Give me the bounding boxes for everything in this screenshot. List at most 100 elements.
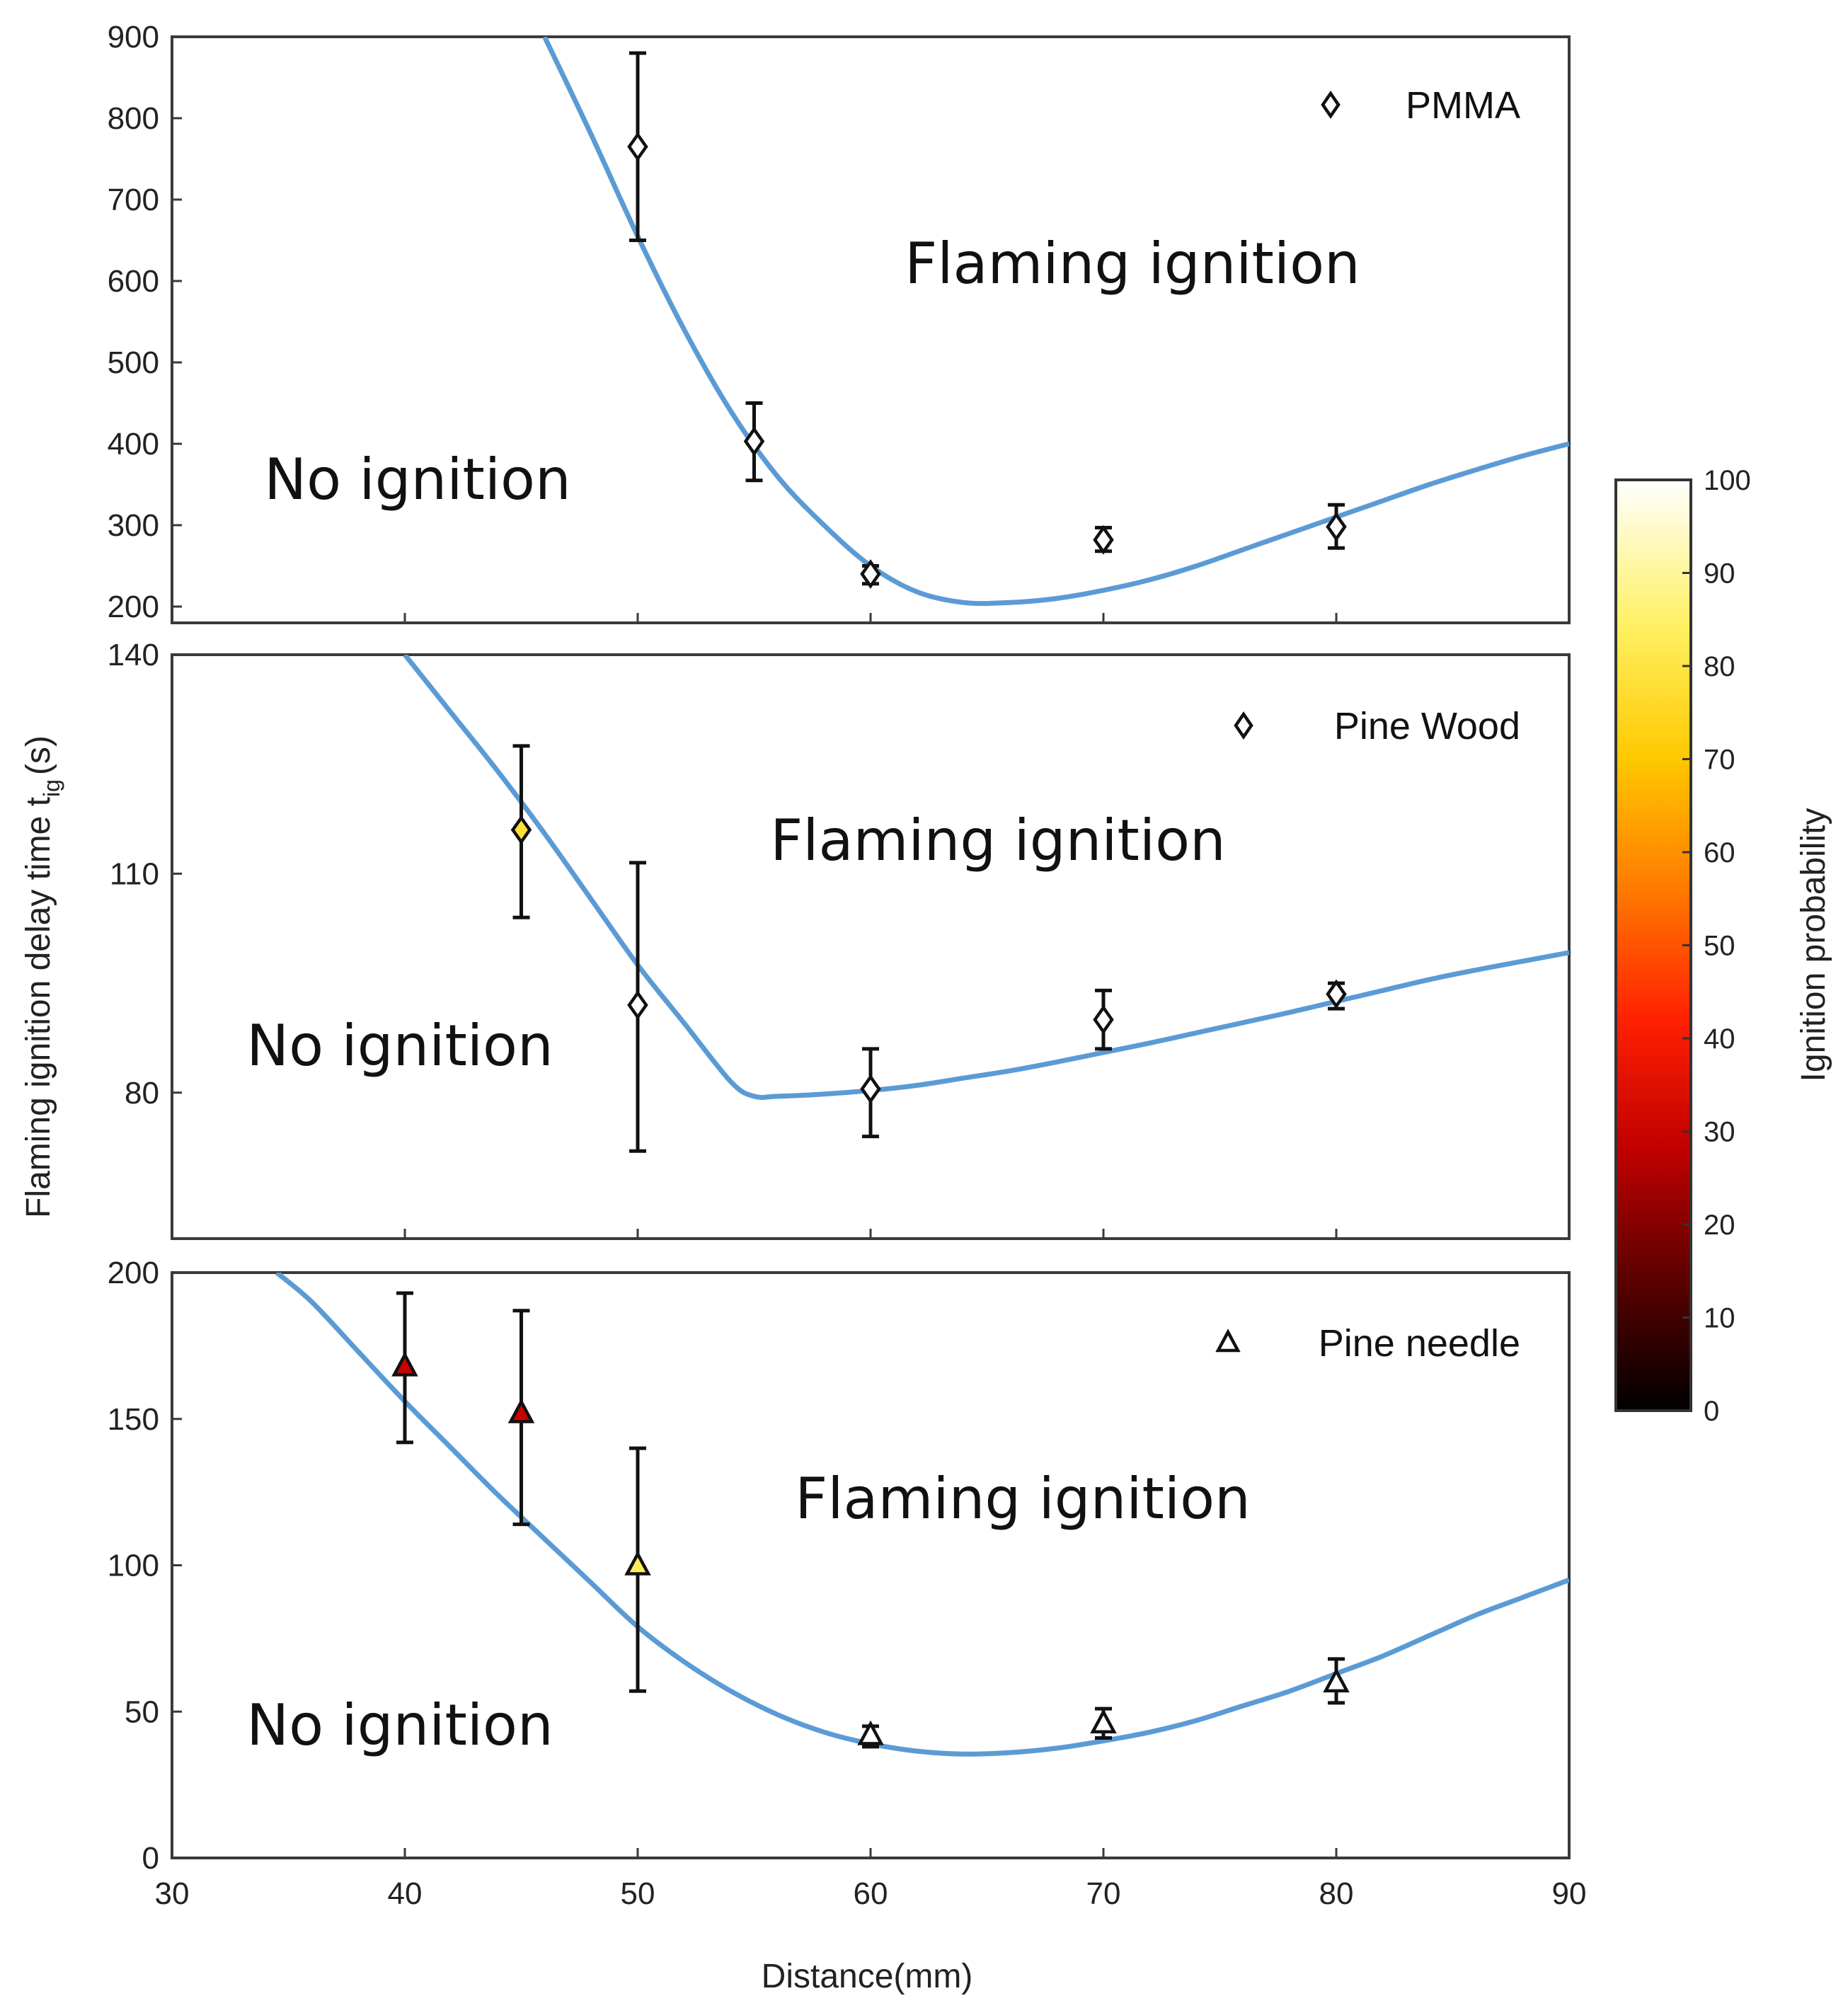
colorbar-tick-label: 100: [1704, 465, 1751, 496]
data-point: [391, 1291, 418, 1445]
colorbar-tick-label: 70: [1704, 745, 1735, 776]
triangle-marker: [507, 1398, 535, 1423]
legend-label: Pine Wood: [1334, 705, 1520, 747]
plot-frame: [171, 35, 1571, 624]
colorbar-tick-label: 80: [1704, 651, 1735, 682]
data-point: [1090, 1706, 1117, 1740]
colorbar-tick-label: 0: [1704, 1396, 1719, 1427]
colorbar-tick-label: 60: [1704, 837, 1735, 868]
legend-label: PMMA: [1406, 84, 1520, 127]
triangle-marker: [1323, 1668, 1350, 1693]
colorbar-tick-label: 50: [1704, 931, 1735, 962]
legend-label: Pine needle: [1319, 1322, 1520, 1365]
diamond-marker: [743, 426, 765, 457]
svg-text:Flaming ignition delay time t: Flaming ignition delay time tig (s): [20, 735, 64, 1218]
y-tick-label: 0: [142, 1841, 159, 1876]
legend-triangle-icon: [1215, 1329, 1241, 1353]
colorbar-gradient: [1614, 478, 1692, 1412]
region-label-no-ignition: No ignition: [264, 447, 570, 512]
colorbar-tick-label: 10: [1704, 1303, 1735, 1334]
region-label-no-ignition: No ignition: [246, 1692, 553, 1758]
y-tick-label: 600: [108, 264, 159, 299]
colorbar-tick-label: 40: [1704, 1023, 1735, 1055]
x-tick-label: 80: [1319, 1876, 1354, 1911]
y-axis-title-main: Flaming ignition delay time t: [20, 797, 57, 1218]
diamond-marker: [1093, 524, 1114, 555]
region-label-flaming-ignition: Flaming ignition: [770, 808, 1226, 873]
y-axis-title: Flaming ignition delay time tig (s): [20, 735, 64, 1218]
data-point: [1093, 524, 1114, 555]
region-label-flaming-ignition: Flaming ignition: [795, 1466, 1251, 1532]
triangle-marker: [1090, 1709, 1117, 1734]
x-tick-label: 30: [155, 1876, 190, 1911]
region-label-no-ignition: No ignition: [246, 1013, 553, 1079]
diamond-marker: [627, 132, 648, 162]
diamond-marker: [1326, 979, 1347, 1009]
x-axis-title: Distance(mm): [762, 1958, 973, 1995]
diamond-marker: [510, 815, 532, 845]
triangle-marker: [624, 1550, 651, 1576]
y-tick-label: 150: [108, 1402, 159, 1437]
x-tick-label: 90: [1552, 1876, 1587, 1911]
y-axis-title-unit: (s): [20, 735, 57, 775]
x-tick-label: 70: [1086, 1876, 1121, 1911]
x-tick-label: 40: [388, 1876, 423, 1911]
panel-pine-needle: 0 50 100 150 200 30 40 50 60 70 80 90 Flaming igniti…: [108, 1256, 1587, 1911]
data-point: [507, 1309, 535, 1527]
data-point: [1326, 979, 1347, 1011]
y-tick-label: 200: [108, 590, 159, 624]
data-point: [860, 1047, 881, 1139]
fit-curve: [403, 655, 1569, 1101]
data-point: [627, 861, 648, 1153]
region-label-flaming-ignition: Flaming ignition: [905, 231, 1360, 297]
y-tick-label: 500: [108, 345, 159, 380]
fit-curve: [542, 37, 1569, 607]
y-tick-label: 80: [125, 1076, 159, 1111]
data-point: [1323, 1657, 1350, 1705]
data-point: [857, 1720, 884, 1749]
diamond-marker: [860, 559, 881, 589]
colorbar-ticks: 0 10 20 30 40 50 60 70 80 90 100: [1682, 465, 1751, 1427]
y-tick-label: 50: [125, 1694, 159, 1729]
data-point: [627, 51, 648, 242]
legend-pine-needle: Pine needle: [1215, 1322, 1520, 1365]
y-axis-title-subscript: ig: [39, 779, 64, 797]
y-tick-label: 900: [108, 20, 159, 54]
fit-curve: [275, 1273, 1569, 1757]
colorbar-tick-label: 30: [1704, 1117, 1735, 1148]
data-point: [860, 559, 881, 589]
y-tick-label: 200: [108, 1256, 159, 1290]
diamond-marker: [860, 1074, 881, 1104]
x-tick-label: 50: [621, 1876, 655, 1911]
data-point: [1326, 503, 1347, 550]
colorbar-tick-label: 90: [1704, 558, 1735, 590]
y-tick-label: 400: [108, 427, 159, 461]
legend-pine-wood: Pine Wood: [1234, 705, 1520, 747]
diamond-marker: [1326, 512, 1347, 542]
y-tick-label: 700: [108, 183, 159, 217]
data-point: [510, 744, 532, 919]
triangle-marker: [857, 1720, 884, 1745]
triangle-marker: [391, 1351, 418, 1377]
colorbar: 0 10 20 30 40 50 60 70 80 90 100 Ignition probabil…: [1614, 465, 1832, 1427]
panel-pine-wood: 80 110 140 Flaming ignition No ignition Pine …: [108, 638, 1571, 1240]
y-tick-label: 800: [108, 101, 159, 136]
y-tick-label: 300: [108, 508, 159, 543]
panel-pmma: 200 300 400 500 600 700 800 900 Flaming ignition…: [108, 20, 1571, 624]
colorbar-label: Ignition probability: [1795, 808, 1832, 1082]
data-point: [743, 401, 765, 483]
data-point: [624, 1446, 651, 1693]
diamond-marker: [1093, 1004, 1114, 1035]
legend-diamond-icon: [1234, 711, 1253, 740]
diamond-marker: [627, 990, 648, 1020]
legend-pmma: PMMA: [1321, 84, 1520, 127]
y-tick-label: 140: [108, 638, 159, 672]
legend-diamond-icon: [1321, 91, 1341, 119]
y-tick-label: 100: [108, 1549, 159, 1583]
colorbar-tick-label: 20: [1704, 1210, 1735, 1241]
data-point: [1093, 988, 1114, 1051]
y-tick-label: 110: [110, 856, 159, 891]
x-tick-label: 60: [854, 1876, 888, 1911]
